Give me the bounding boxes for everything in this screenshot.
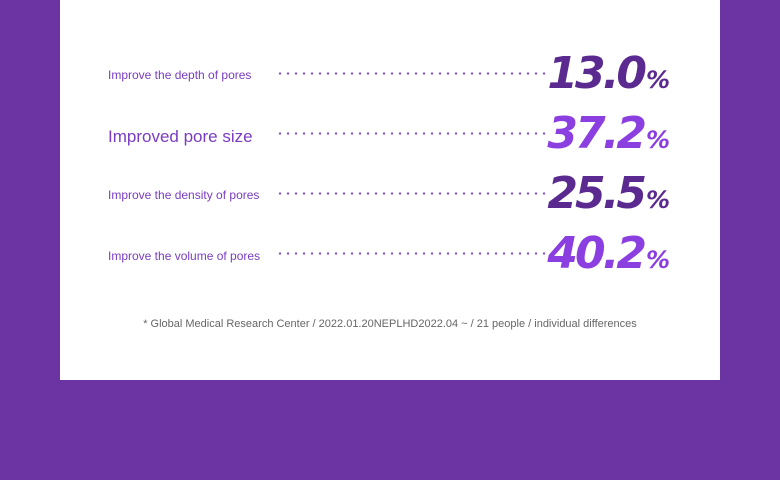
stat-row-density: Improve the density of pores 25.5% bbox=[60, 165, 720, 225]
percent-sign: % bbox=[645, 126, 670, 154]
stat-value-density: 25.5% bbox=[547, 172, 670, 216]
percent-sign: % bbox=[645, 246, 670, 274]
stat-row-size: Improved pore size 37.2% bbox=[60, 105, 720, 165]
stat-number-density: 25.5 bbox=[547, 168, 647, 219]
stat-value-volume: 40.2% bbox=[547, 232, 670, 276]
percent-sign: % bbox=[645, 66, 670, 94]
dotted-leader bbox=[276, 72, 546, 75]
stat-value-depth: 13.0% bbox=[547, 52, 670, 96]
stat-label-size: Improved pore size bbox=[108, 127, 253, 146]
dotted-leader bbox=[276, 132, 546, 135]
dotted-leader bbox=[276, 252, 546, 255]
results-card: Improve the depth of pores 13.0% Improve… bbox=[60, 0, 720, 380]
stat-label-depth: Improve the depth of pores bbox=[108, 68, 252, 82]
stat-number-depth: 13.0 bbox=[547, 48, 647, 99]
dotted-leader bbox=[276, 192, 546, 195]
source-footnote: * Global Medical Research Center / 2022.… bbox=[143, 318, 637, 330]
stat-label-volume: Improve the volume of pores bbox=[108, 249, 261, 263]
stat-number-size: 37.2 bbox=[547, 108, 647, 159]
stat-value-size: 37.2% bbox=[547, 112, 670, 156]
percent-sign: % bbox=[645, 186, 670, 214]
stat-number-volume: 40.2 bbox=[547, 228, 647, 279]
stat-label-density: Improve the density of pores bbox=[108, 188, 260, 202]
stat-row-volume: Improve the volume of pores 40.2% bbox=[60, 225, 720, 285]
stat-row-depth: Improve the depth of pores 13.0% bbox=[60, 45, 720, 105]
